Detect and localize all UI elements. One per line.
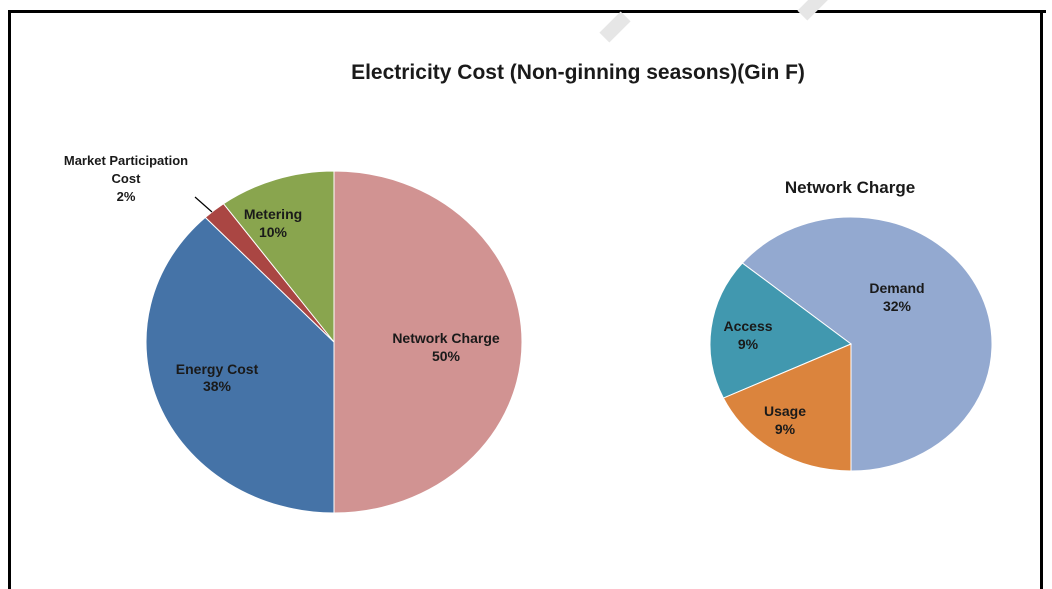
slice-pct-energy-cost: 38% [203, 378, 232, 394]
frame-border-left [8, 10, 11, 589]
main-pie [145, 170, 523, 514]
slice-label-demand: Demand [869, 280, 924, 296]
pie-slice-energy-cost [145, 216, 335, 514]
pie-slice-access [722, 343, 852, 472]
slice-pct-network-charge: 50% [432, 348, 461, 364]
network-charge-chart-title: Network Charge [785, 178, 915, 197]
pie-slice-network-charge [333, 170, 523, 514]
slice-pct-metering: 10% [259, 224, 288, 240]
slice-pct-usage: 9% [775, 421, 796, 437]
slice-label-market-participation-line1: Market Participation [64, 153, 188, 168]
pie-slice-demand [741, 216, 993, 472]
pie-slice-metering [222, 170, 335, 344]
network-charge-pie [709, 216, 993, 472]
slice-label-network-charge: Network Charge [392, 330, 500, 346]
slice-label-energy-cost: Energy Cost [176, 361, 259, 377]
market-participation-leader-line [194, 196, 213, 213]
main-chart-title: Electricity Cost (Non-ginning seasons)(G… [351, 61, 805, 84]
slice-label-usage: Usage [764, 403, 806, 419]
pie-slice-usage [709, 262, 852, 399]
slice-pct-access: 9% [738, 336, 759, 352]
slice-label-access: Access [723, 318, 772, 334]
slice-label-market-participation-line2: Cost [112, 171, 142, 186]
slice-label-metering: Metering [244, 206, 302, 222]
slice-pct-demand: 32% [883, 298, 912, 314]
frame-border-right [1040, 10, 1043, 589]
frame-border-top [8, 10, 1046, 13]
slice-pct-market-participation: 2% [117, 189, 136, 204]
